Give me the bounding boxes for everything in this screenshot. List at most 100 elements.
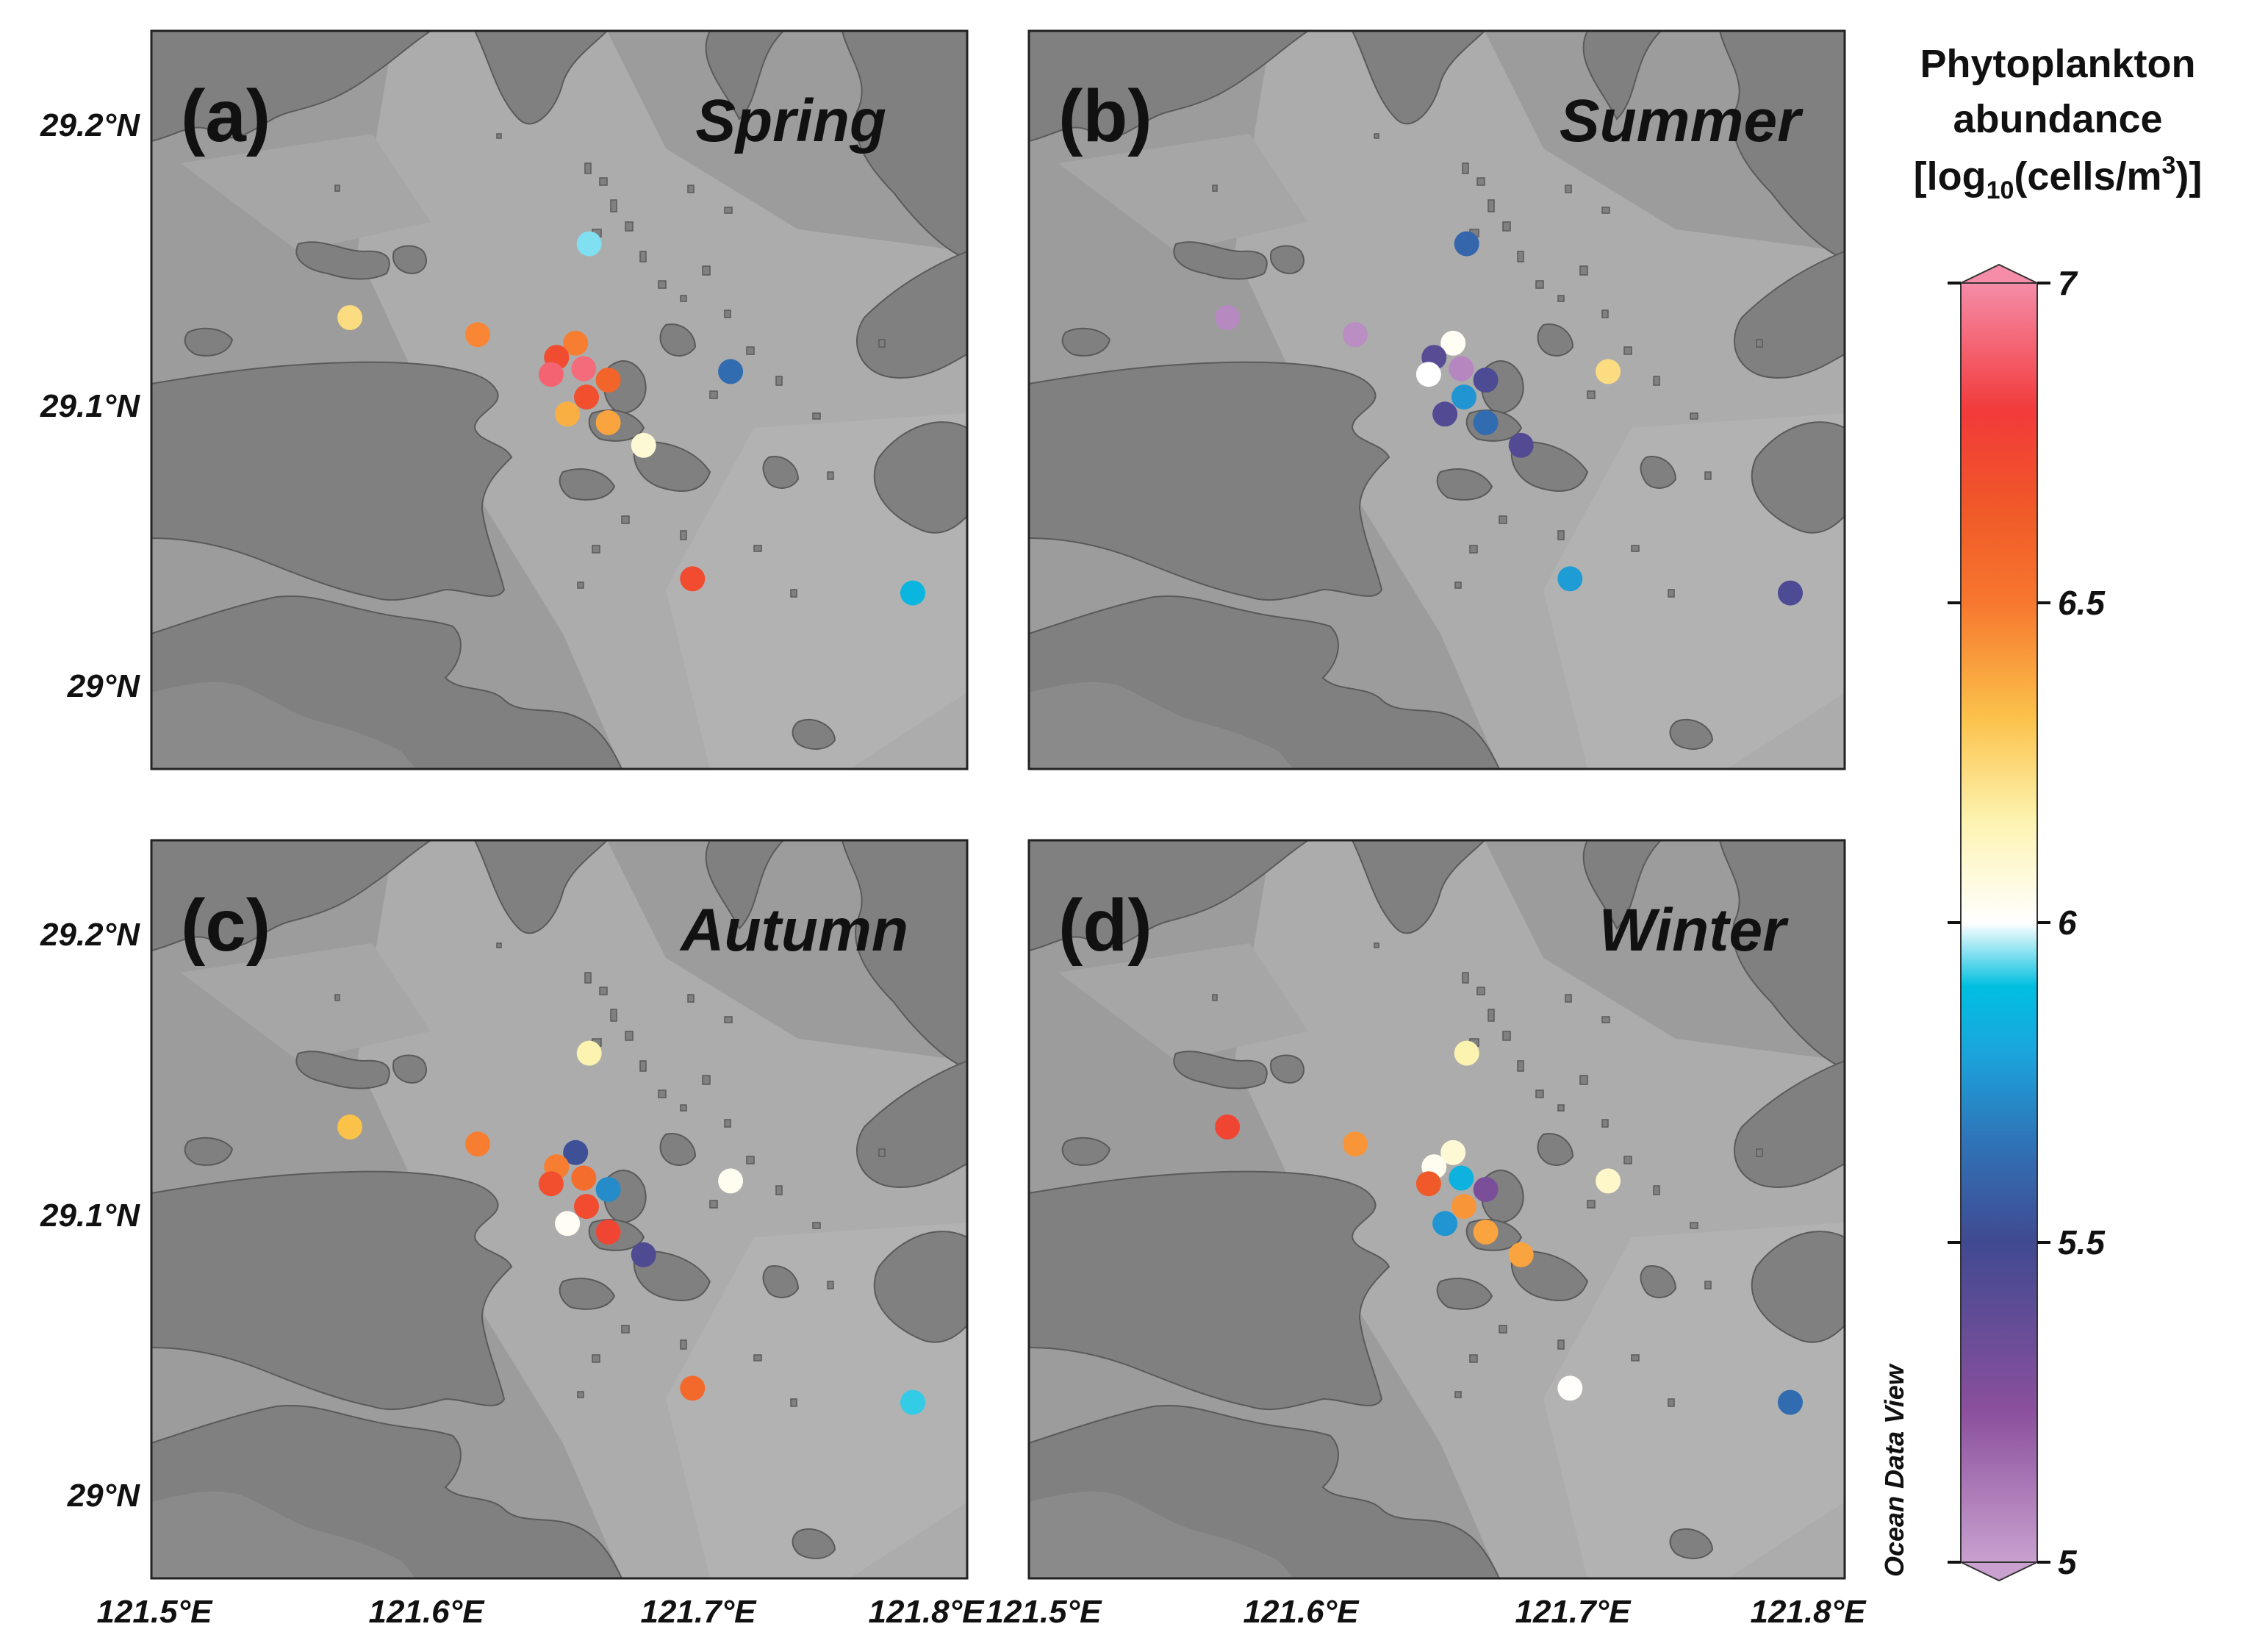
station-summer-3 xyxy=(1454,231,1479,257)
lat-tick-29-0-top: 29°N xyxy=(67,668,141,704)
panel-a-stations xyxy=(337,231,925,606)
lon-ticks-right: 121.5°E 121.6°E 121.7°E 121.8°E xyxy=(986,1594,1867,1630)
panel-a: (a) Spring xyxy=(150,29,969,770)
panel-b-season: Summer xyxy=(1560,87,1804,154)
colorbar-title-mid: (cells/m xyxy=(2014,154,2161,198)
station-spring-11 xyxy=(595,409,621,435)
colorbar-bottom-arrow xyxy=(1960,1561,2038,1582)
station-winter-2 xyxy=(1343,1131,1368,1157)
station-summer-4 xyxy=(1440,330,1466,356)
station-autumn-3 xyxy=(576,1040,602,1066)
station-autumn-8 xyxy=(595,1177,621,1202)
station-autumn-2 xyxy=(465,1131,490,1157)
colorbar-tick-6-5: 6.5 xyxy=(2058,584,2106,622)
lat-tick-29-1-bottom: 29.1°N xyxy=(40,1198,140,1234)
lon-tick-121-6-left: 121.6°E xyxy=(368,1594,485,1630)
station-spring-3 xyxy=(576,231,602,257)
panel-b-stations xyxy=(1215,231,1803,606)
station-summer-10 xyxy=(1432,401,1458,427)
station-winter-8 xyxy=(1473,1177,1499,1202)
colorbar-top-arrow xyxy=(1960,263,2038,284)
station-autumn-15 xyxy=(900,1389,925,1415)
station-autumn-6 xyxy=(538,1171,564,1197)
colorbar-title-line3: [log10(cells/m3)] xyxy=(1914,151,2203,204)
station-summer-8 xyxy=(1473,368,1499,393)
station-spring-9 xyxy=(574,384,599,410)
colorbar-title-sub: 10 xyxy=(1987,176,2014,204)
lat-tick-29-2-top: 29.2°N xyxy=(40,107,140,143)
station-spring-6 xyxy=(538,362,564,387)
station-winter-6 xyxy=(1415,1171,1441,1197)
station-autumn-10 xyxy=(555,1211,581,1237)
lat-ticks-top: 29.2°N 29.1°N 29°N xyxy=(40,107,140,704)
station-winter-14 xyxy=(1557,1375,1583,1401)
lon-tick-121-8-right: 121.8°E xyxy=(1750,1594,1867,1630)
panel-d-season: Winter xyxy=(1599,897,1789,964)
lon-tick-121-7-left: 121.7°E xyxy=(640,1594,757,1630)
colorbar-title-sup: 3 xyxy=(2162,151,2176,179)
colorbar-tick-5: 5 xyxy=(2058,1543,2078,1581)
station-autumn-11 xyxy=(595,1219,621,1245)
station-winter-11 xyxy=(1473,1219,1499,1245)
station-autumn-1 xyxy=(337,1114,363,1139)
station-summer-1 xyxy=(1215,305,1241,330)
panel-d-stations xyxy=(1215,1040,1803,1415)
lat-tick-29-0-bottom: 29°N xyxy=(67,1478,141,1514)
station-spring-2 xyxy=(465,322,490,348)
station-spring-10 xyxy=(555,401,581,427)
colorbar: Phytoplankton abundance [log10(cells/m3)… xyxy=(1914,42,2203,1582)
station-summer-12 xyxy=(1508,432,1534,458)
station-spring-7 xyxy=(571,356,597,382)
colorbar-tick-5-5: 5.5 xyxy=(2058,1223,2106,1262)
station-winter-7 xyxy=(1449,1165,1474,1191)
station-summer-14 xyxy=(1557,566,1583,592)
colorbar-title-line1: Phytoplankton xyxy=(1920,42,2196,86)
station-spring-13 xyxy=(718,359,744,384)
station-summer-11 xyxy=(1473,409,1499,435)
station-winter-9 xyxy=(1451,1194,1476,1220)
panel-d-label: (d) xyxy=(1058,884,1152,967)
panel-a-label: (a) xyxy=(181,75,270,157)
panel-c-frame xyxy=(150,839,969,1580)
panel-c-season: Autumn xyxy=(679,897,908,964)
colorbar-title-line2: abundance xyxy=(1953,97,2162,141)
station-summer-15 xyxy=(1778,580,1803,606)
panel-a-frame xyxy=(150,29,969,770)
lon-tick-121-8-left: 121.8°E xyxy=(868,1594,985,1630)
odv-watermark: Ocean Data View xyxy=(1879,1363,1909,1577)
station-spring-8 xyxy=(595,368,621,393)
station-autumn-4 xyxy=(563,1139,589,1165)
lat-ticks-bottom: 29.2°N 29.1°N 29°N xyxy=(40,917,140,1514)
station-winter-13 xyxy=(1596,1168,1621,1194)
station-autumn-7 xyxy=(571,1165,597,1191)
panel-b-frame xyxy=(1027,29,1846,770)
station-autumn-13 xyxy=(718,1168,744,1194)
station-spring-12 xyxy=(631,432,656,458)
panel-b-label: (b) xyxy=(1058,75,1152,157)
station-winter-12 xyxy=(1508,1242,1534,1267)
panel-a-season: Spring xyxy=(695,87,886,154)
station-winter-15 xyxy=(1778,1389,1803,1415)
panel-b: (b) Summer xyxy=(1027,29,1846,770)
lon-tick-121-6-right: 121.6°E xyxy=(1243,1594,1360,1630)
colorbar-tick-6: 6 xyxy=(2058,903,2077,942)
colorbar-tick-7: 7 xyxy=(2058,264,2078,302)
station-winter-3 xyxy=(1454,1040,1479,1066)
station-spring-4 xyxy=(563,330,589,356)
station-summer-2 xyxy=(1343,322,1368,348)
station-autumn-14 xyxy=(680,1375,706,1401)
colorbar-tick-marks xyxy=(1948,282,2050,1564)
station-autumn-12 xyxy=(631,1242,656,1267)
panel-d-frame xyxy=(1027,839,1846,1580)
lon-tick-121-5-right: 121.5°E xyxy=(986,1594,1102,1630)
lon-tick-121-5-left: 121.5°E xyxy=(96,1594,213,1630)
station-autumn-9 xyxy=(574,1194,599,1220)
colorbar-gradient xyxy=(1960,282,2038,1563)
lon-tick-121-7-right: 121.7°E xyxy=(1515,1594,1632,1630)
station-spring-14 xyxy=(680,566,706,592)
station-spring-15 xyxy=(900,580,925,606)
station-summer-6 xyxy=(1415,362,1441,387)
panel-c: (c) Autumn xyxy=(150,839,969,1580)
station-summer-7 xyxy=(1449,356,1474,382)
panel-d: (d) Winter xyxy=(1027,839,1846,1580)
